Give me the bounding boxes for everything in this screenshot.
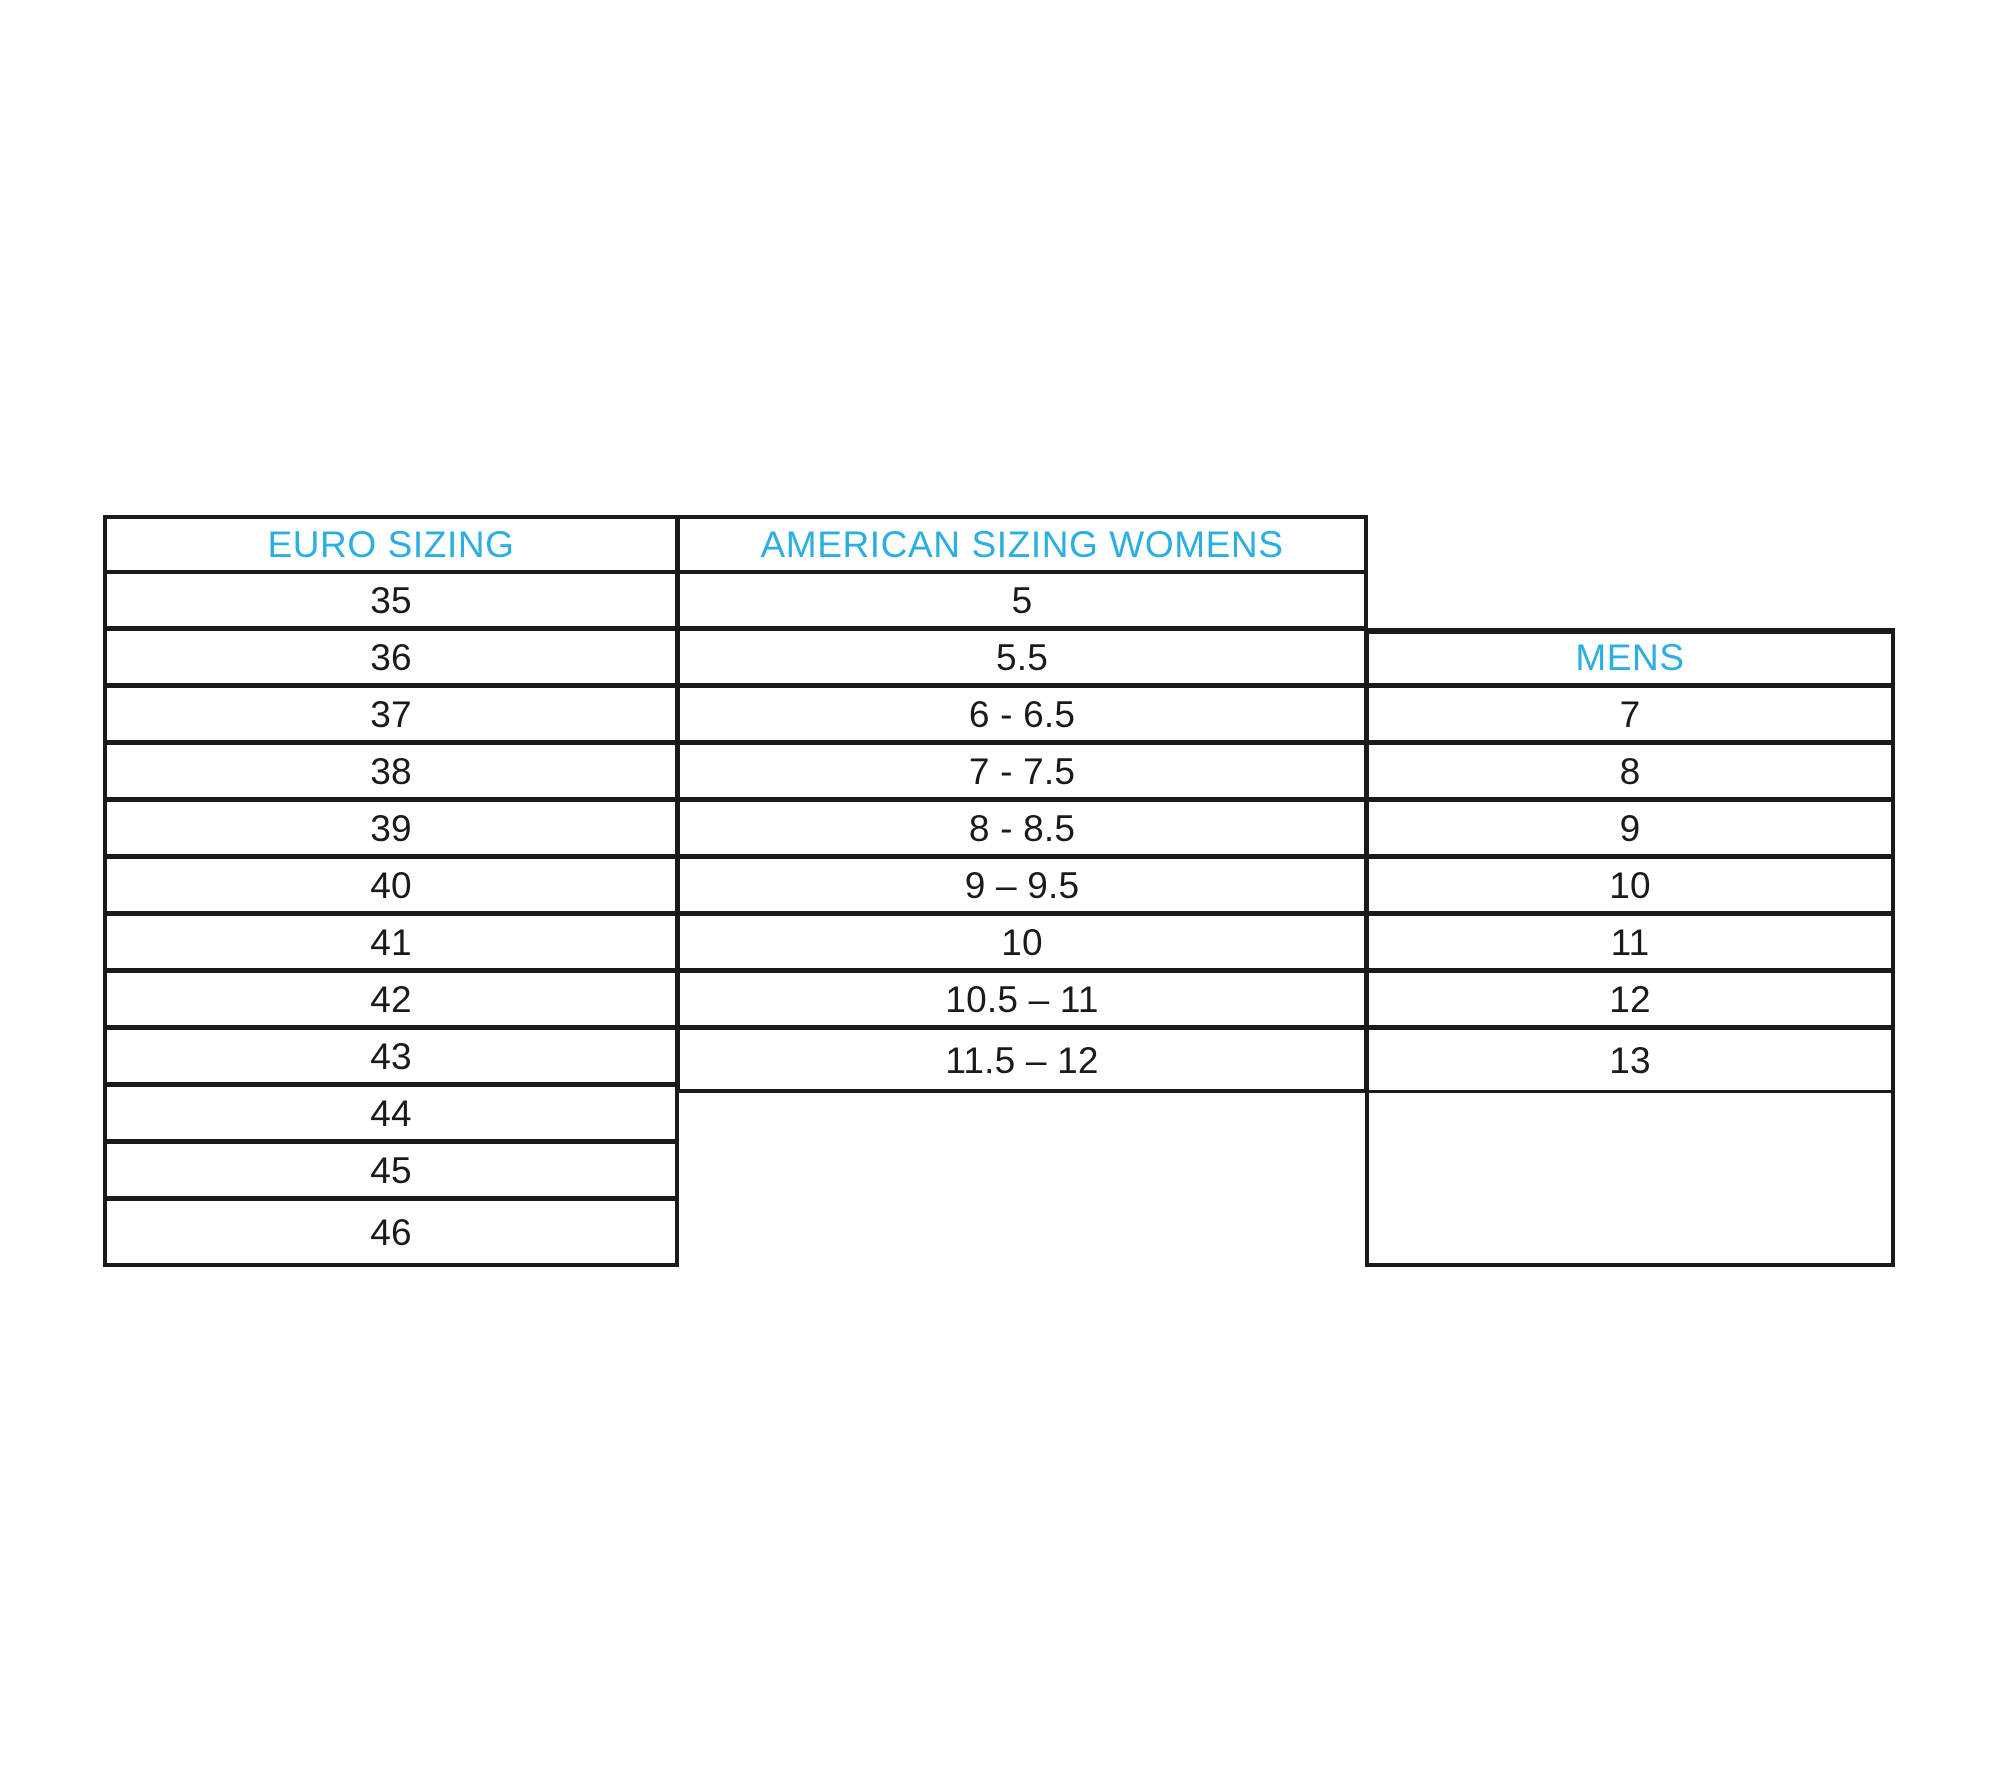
table-cell-euro: 37 bbox=[103, 685, 679, 743]
table-cell-euro: 43 bbox=[103, 1027, 679, 1085]
shoe-size-chart: EURO SIZING 35 36 37 38 39 40 41 42 43 4… bbox=[103, 515, 1895, 1267]
table-cell-euro: 38 bbox=[103, 742, 679, 800]
table-cell-euro: 46 bbox=[103, 1198, 679, 1267]
table-cell-euro: 42 bbox=[103, 970, 679, 1028]
table-cell-womens: 11.5 – 12 bbox=[676, 1027, 1368, 1093]
table-cell-womens: 7 - 7.5 bbox=[676, 742, 1368, 800]
table-cell-mens: 10 bbox=[1365, 856, 1895, 914]
table-cell-euro: 45 bbox=[103, 1141, 679, 1199]
table-cell-euro: 41 bbox=[103, 913, 679, 971]
table-cell-womens: 10.5 – 11 bbox=[676, 970, 1368, 1028]
table-cell-mens: 8 bbox=[1365, 742, 1895, 800]
table-cell-mens: 12 bbox=[1365, 970, 1895, 1028]
table-cell-mens: 9 bbox=[1365, 799, 1895, 857]
table-cell-womens: 6 - 6.5 bbox=[676, 685, 1368, 743]
table-cell-euro: 39 bbox=[103, 799, 679, 857]
table-cell-womens: 10 bbox=[676, 913, 1368, 971]
table-cell-euro: 44 bbox=[103, 1084, 679, 1142]
table-cell-euro: 35 bbox=[103, 571, 679, 629]
column-header-american-sizing-womens: AMERICAN SIZING WOMENS bbox=[676, 515, 1368, 573]
table-cell-euro: 40 bbox=[103, 856, 679, 914]
table-cell-mens: 13 bbox=[1365, 1027, 1895, 1093]
table-cell-womens: 9 – 9.5 bbox=[676, 856, 1368, 914]
column-header-mens: MENS bbox=[1365, 628, 1895, 686]
table-cell-womens: 8 - 8.5 bbox=[676, 799, 1368, 857]
table-cell-womens: 5 bbox=[676, 571, 1368, 629]
table-cell-mens: 11 bbox=[1365, 913, 1895, 971]
table-cell-euro: 36 bbox=[103, 628, 679, 686]
table-cell-womens: 5.5 bbox=[676, 628, 1368, 686]
column-header-euro-sizing: EURO SIZING bbox=[103, 515, 679, 573]
table-cell-mens: 7 bbox=[1365, 685, 1895, 743]
